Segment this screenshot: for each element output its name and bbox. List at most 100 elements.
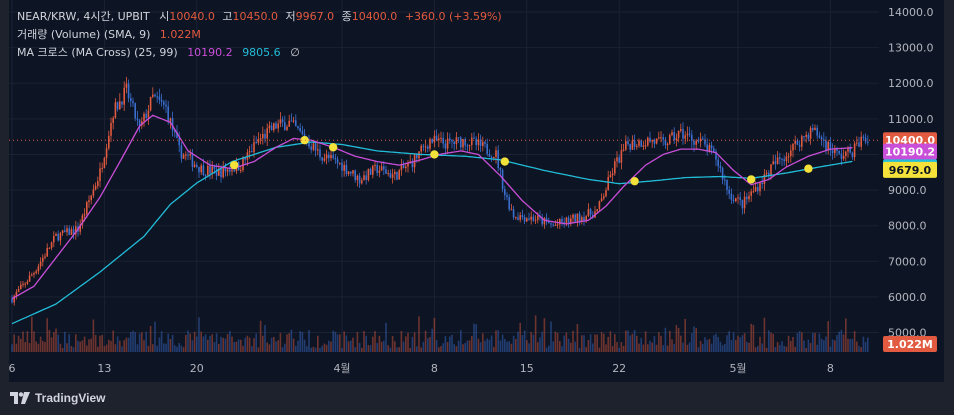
tradingview-logo[interactable]: TradingView: [10, 391, 105, 405]
candle-body: [523, 217, 526, 222]
volume-bar: [101, 334, 103, 352]
volume-bar: [187, 330, 189, 352]
x-tick-label: 8: [827, 362, 834, 375]
volume-bar: [649, 340, 651, 352]
volume-bar: [39, 336, 42, 352]
ma-cross-marker: [630, 176, 639, 186]
candle-body: [90, 195, 92, 201]
candle-body: [783, 159, 785, 162]
candle-body: [251, 151, 253, 153]
candle-body: [37, 266, 40, 272]
volume-bar: [394, 341, 396, 352]
volume-bar: [420, 347, 422, 352]
candle-body: [622, 149, 625, 151]
volume-bar: [829, 346, 832, 352]
candle-body: [860, 136, 862, 147]
candle-body: [178, 138, 180, 146]
candle-body: [739, 197, 741, 200]
candle-body: [794, 140, 796, 144]
candle-body: [796, 140, 799, 145]
volume-bar: [442, 343, 444, 352]
candle-body: [149, 96, 152, 111]
volume-bar: [675, 325, 678, 352]
volume-bar: [845, 318, 847, 352]
volume-bar: [402, 341, 405, 352]
volume-bar: [105, 344, 108, 352]
volume-bar: [292, 338, 295, 352]
volume-bar: [427, 338, 429, 352]
volume-bar: [444, 336, 447, 352]
candle-body: [625, 141, 627, 150]
candle-body: [35, 271, 37, 274]
candle-body: [664, 139, 667, 146]
volume-bar: [587, 339, 590, 352]
ma-cross-label: MA 크로스 (MA Cross) (25, 99): [17, 46, 178, 59]
volume-bar: [435, 339, 438, 352]
candle-body: [761, 182, 763, 185]
volume-bar: [413, 332, 416, 352]
legend-ma-cross[interactable]: MA 크로스 (MA Cross) (25, 99) 10190.2 9805.…: [17, 44, 300, 60]
tradingview-brand: TradingView: [35, 391, 106, 405]
volume-bar: [862, 336, 865, 352]
candle-body: [431, 139, 433, 143]
volume-bar: [277, 340, 279, 352]
candle-body: [801, 136, 803, 147]
volume-bar: [803, 340, 805, 352]
volume-bar: [231, 336, 233, 352]
volume-bar: [317, 335, 319, 352]
candle-body: [383, 166, 385, 170]
volume-bar: [70, 346, 73, 352]
volume-bar: [585, 347, 587, 352]
volume-bar: [72, 347, 75, 352]
candle-body: [631, 140, 634, 150]
candle-body: [530, 216, 532, 220]
candle-body: [618, 157, 620, 163]
footer: TradingView: [0, 382, 954, 415]
price-chart[interactable]: 5000.06000.07000.08000.09000.010000.0110…: [9, 0, 944, 382]
y-tick-label: 14000.0: [888, 6, 934, 19]
volume-bar: [262, 335, 264, 352]
volume-bar: [253, 338, 255, 352]
volume-bar: [171, 334, 174, 352]
candle-body: [185, 154, 187, 156]
volume-bar: [653, 336, 656, 352]
volume-bar: [299, 331, 301, 352]
legend-volume[interactable]: 거래량 (Volume) (SMA, 9) 1.022M: [17, 26, 201, 42]
ma-fast-value: 10190.2: [187, 46, 233, 59]
candle-body: [211, 166, 213, 174]
volume-bar: [702, 343, 704, 352]
candle-body: [466, 145, 469, 147]
candle-body: [270, 125, 273, 131]
candle-body: [499, 168, 502, 170]
volume-bar: [330, 341, 332, 352]
volume-bar: [721, 345, 724, 352]
candle-body: [825, 140, 827, 151]
volume-bar: [339, 334, 341, 352]
volume-bar: [290, 329, 293, 352]
candle-body: [475, 138, 477, 145]
candle-body: [88, 200, 90, 203]
volume-bar: [220, 336, 222, 352]
candle-body: [158, 96, 161, 100]
volume-bar: [306, 346, 308, 352]
candle-body: [176, 131, 178, 139]
volume-indicator-value: 1.022M: [159, 28, 201, 41]
candle-body: [154, 94, 156, 97]
candle-body: [730, 193, 733, 200]
candle-body: [583, 217, 585, 221]
volume-bar: [647, 344, 649, 352]
x-tick-label: 6: [9, 362, 16, 375]
ma-cross-marker: [329, 143, 338, 152]
candle-body: [317, 149, 319, 151]
candle-body: [220, 168, 222, 178]
chart-area[interactable]: 5000.06000.07000.08000.09000.010000.0110…: [9, 0, 944, 382]
volume-bar: [695, 328, 697, 352]
price-tag-cross-bg: [883, 161, 937, 178]
candle-body: [532, 216, 535, 221]
volume-bar: [90, 338, 92, 352]
volume-bar: [369, 345, 372, 352]
candle-body: [708, 145, 711, 152]
volume-bar: [224, 338, 227, 352]
volume-bar: [387, 345, 389, 352]
volume-bar: [138, 333, 141, 352]
